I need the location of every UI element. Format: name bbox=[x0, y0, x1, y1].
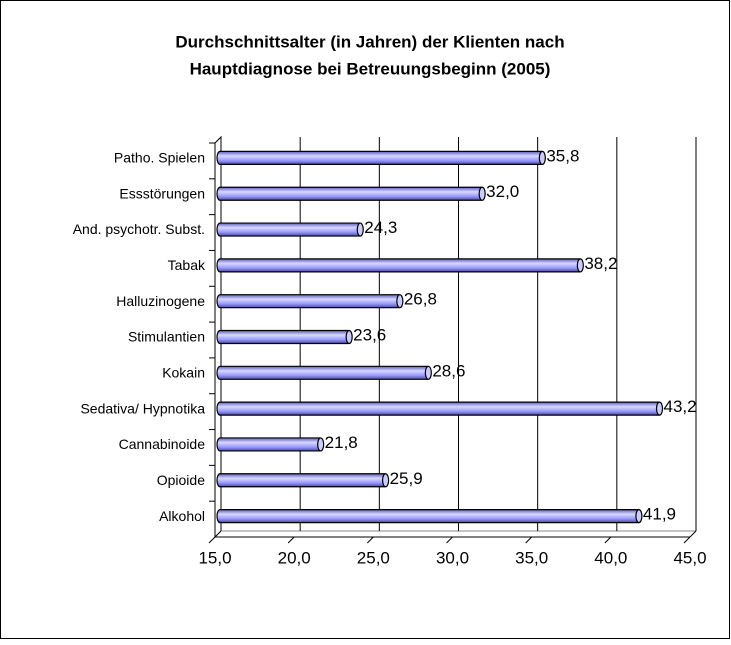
bar bbox=[216, 294, 403, 309]
bar bbox=[216, 186, 485, 201]
bar bbox=[216, 329, 352, 345]
x-tick-label: 45,0 bbox=[673, 548, 706, 567]
bar-cap bbox=[381, 473, 390, 488]
y-tick-label: Essstörungen bbox=[119, 185, 205, 201]
chart-title: Durchschnittsalter (in Jahren) der Klien… bbox=[175, 32, 564, 51]
bar-cap bbox=[345, 329, 353, 345]
bar bbox=[216, 222, 363, 237]
bar bbox=[216, 258, 583, 273]
y-tick-label: Stimulantien bbox=[128, 329, 205, 345]
tick-mark bbox=[366, 536, 374, 544]
x-tick-label: 25,0 bbox=[357, 548, 390, 567]
y-tick-label: And. psychotr. Subst. bbox=[73, 221, 205, 237]
x-tick-label: 35,0 bbox=[515, 548, 548, 567]
data-label: 43,2 bbox=[664, 397, 697, 416]
bar-cap bbox=[424, 365, 432, 380]
data-label: 26,8 bbox=[404, 290, 437, 309]
tick-mark bbox=[208, 536, 216, 544]
tick-mark bbox=[604, 536, 612, 544]
bar bbox=[216, 508, 642, 524]
data-label: 21,8 bbox=[325, 433, 358, 452]
floor-edge bbox=[689, 530, 697, 538]
x-tick-label: 20,0 bbox=[278, 548, 311, 567]
data-label: 23,6 bbox=[353, 325, 386, 344]
data-label: 38,2 bbox=[584, 254, 617, 273]
bar-cap bbox=[317, 437, 325, 452]
bar-cap bbox=[396, 294, 404, 309]
y-tick-label: Kokain bbox=[162, 365, 205, 381]
data-label: 28,6 bbox=[432, 361, 465, 380]
data-label: 41,9 bbox=[643, 505, 676, 524]
bar bbox=[216, 437, 324, 452]
y-tick-label: Patho. Spielen bbox=[114, 150, 205, 166]
y-tick-label: Alkohol bbox=[159, 508, 205, 524]
bar bbox=[216, 401, 663, 416]
bar-cap bbox=[538, 150, 546, 166]
y-tick-label: Tabak bbox=[168, 257, 206, 273]
bar-cap bbox=[576, 258, 584, 273]
tick-mark bbox=[683, 536, 691, 544]
tick-mark bbox=[525, 536, 533, 544]
bar-cap bbox=[478, 186, 486, 201]
bar bbox=[216, 473, 389, 488]
y-tick-label: Sedativa/ Hypnotika bbox=[80, 400, 205, 416]
bar bbox=[216, 365, 431, 380]
data-label: 25,9 bbox=[390, 469, 423, 488]
x-tick-label: 30,0 bbox=[436, 548, 469, 567]
bar bbox=[216, 150, 545, 166]
y-tick-label: Opioide bbox=[157, 472, 205, 488]
data-label: 24,3 bbox=[364, 218, 397, 237]
bar-cap bbox=[655, 401, 664, 416]
bar-cap bbox=[356, 222, 364, 237]
data-label: 35,8 bbox=[546, 146, 579, 165]
y-tick-label: Halluzinogene bbox=[116, 293, 205, 309]
x-tick-label: 15,0 bbox=[198, 548, 231, 567]
data-label: 32,0 bbox=[486, 182, 519, 201]
bar-cap bbox=[635, 508, 643, 524]
tick-mark bbox=[287, 536, 295, 544]
tick-mark bbox=[446, 536, 453, 544]
y-tick-label: Cannabinoide bbox=[119, 436, 206, 452]
x-tick-label: 40,0 bbox=[594, 548, 627, 567]
chart-title: Hauptdiagnose bei Betreuungsbeginn (2005… bbox=[190, 59, 551, 78]
